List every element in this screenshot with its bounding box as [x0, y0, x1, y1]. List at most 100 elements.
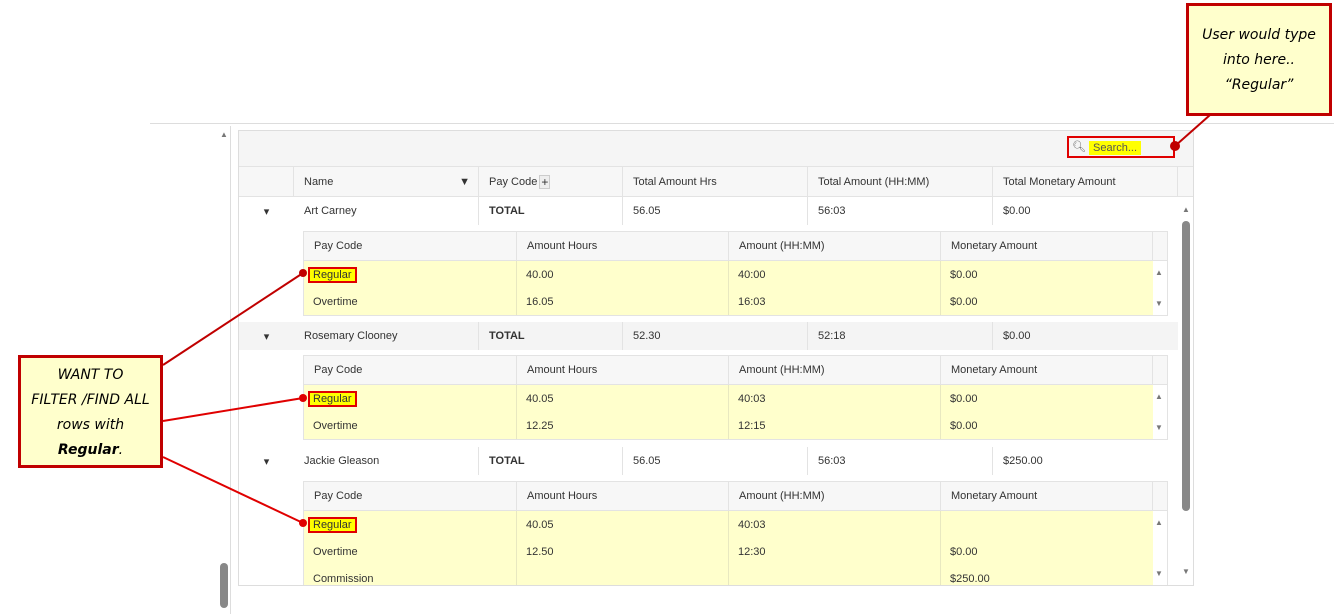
detail-column-header[interactable]: Amount Hours — [517, 232, 729, 260]
annotation-line — [162, 397, 304, 422]
detail-column-header[interactable]: Amount Hours — [517, 356, 729, 384]
note-line: into here.. — [1222, 52, 1296, 68]
note-line: . — [118, 442, 124, 458]
amount-hours-cell: 16.05 — [517, 288, 729, 315]
pay-code-cell: TOTAL — [479, 197, 623, 225]
amount-hours-cell: 12.50 — [517, 538, 729, 565]
monetary-cell: $250.00 — [950, 572, 990, 585]
annotation-dot — [299, 269, 307, 277]
detail-grid: Pay Code Amount Hours Amount (HH:MM) Moneta… — [303, 481, 1168, 585]
amount-hhmm-cell: 40:03 — [729, 385, 941, 412]
detail-column-header[interactable]: Monetary Amount — [941, 482, 1153, 510]
note-line: “Regular” — [1224, 77, 1294, 93]
collapse-icon[interactable]: ▾ — [263, 205, 270, 218]
amount-hours-cell — [517, 565, 729, 585]
amount-hours-cell: 40.00 — [517, 261, 729, 288]
pay-code-text: Commission — [313, 572, 374, 585]
total-monetary-cell: $250.00 — [1003, 455, 1043, 467]
detail-row[interactable]: Regular 40.05 40:03 — [304, 511, 1153, 538]
annotation-line — [1174, 114, 1211, 147]
pay-code-cell: Overtime — [304, 412, 517, 439]
monetary-cell: $0.00 — [950, 392, 978, 405]
header-row: Name ▼ Pay Code + Total Amount Hrs Total A… — [239, 167, 1193, 197]
grid-scrollbar[interactable]: ▲ ▼ — [1179, 197, 1193, 585]
column-header-name[interactable]: Name ▼ — [294, 167, 479, 196]
detail-row[interactable]: Regular 40.00 40:00 $0.00 — [304, 261, 1153, 288]
pay-code-cell: Regular — [304, 385, 517, 412]
detail-column-header[interactable]: Monetary Amount — [941, 232, 1153, 260]
detail-column-header[interactable]: Amount Hours — [517, 482, 729, 510]
scroll-up-icon[interactable]: ▲ — [1182, 205, 1190, 214]
column-label: Pay Code — [489, 175, 538, 188]
scroll-down-icon[interactable]: ▼ — [1182, 567, 1190, 576]
detail-row[interactable]: Overtime 12.50 12:30 $0.00 — [304, 538, 1153, 565]
annotation-dot — [299, 519, 307, 527]
detail-row[interactable]: Commission $250.00 — [304, 565, 1153, 585]
detail-column-header[interactable]: Monetary Amount — [941, 356, 1153, 384]
group-row[interactable]: ▾ Art Carney TOTAL 56.05 56:03 $0.00 — [239, 197, 1178, 225]
scroll-up-icon[interactable]: ▲ — [1155, 392, 1163, 401]
scroll-down-icon[interactable]: ▼ — [1155, 569, 1163, 578]
total-monetary-cell: $0.00 — [1003, 205, 1031, 217]
column-header-pay-code[interactable]: Pay Code + — [479, 167, 623, 196]
detail-row[interactable]: Overtime 16.05 16:03 $0.00 — [304, 288, 1153, 315]
expander-header — [239, 167, 294, 196]
scroll-thumb[interactable] — [1182, 221, 1190, 511]
detail-row[interactable]: Overtime 12.25 12:15 $0.00 — [304, 412, 1153, 439]
pay-code-cell: Regular — [304, 511, 517, 538]
collapse-icon[interactable]: ▾ — [263, 455, 270, 468]
scroll-up-icon[interactable]: ▲ — [1155, 518, 1163, 527]
column-label: Name — [304, 175, 334, 188]
name-cell: Art Carney — [294, 197, 479, 225]
group-row[interactable]: ▾ Rosemary Clooney TOTAL 52.30 52:18 $0.… — [239, 322, 1178, 350]
detail-column-header[interactable]: Pay Code — [304, 356, 517, 384]
amount-hours-cell: 40.05 — [517, 511, 729, 538]
collapse-icon[interactable]: ▾ — [263, 330, 270, 343]
monetary-cell: $0.00 — [950, 295, 978, 308]
filter-icon[interactable]: ▼ — [459, 175, 470, 188]
data-grid: 🔍︎ Search... Name ▼ Pay Code + Total Amoun… — [238, 130, 1194, 586]
monetary-cell: $0.00 — [950, 268, 978, 281]
pay-code-text: Overtime — [313, 295, 358, 308]
detail-column-header[interactable]: Amount (HH:MM) — [729, 232, 941, 260]
search-annotation-note: User would type into here.. “Regular” — [1186, 3, 1332, 116]
group-row[interactable]: ▾ Jackie Gleason TOTAL 56.05 56:03 $250.… — [239, 447, 1178, 475]
page-scrollbar[interactable]: ▲ — [218, 126, 231, 614]
annotation-dot — [299, 394, 307, 402]
monetary-cell: $0.00 — [950, 545, 978, 558]
detail-column-header[interactable]: Amount (HH:MM) — [729, 482, 941, 510]
scroll-up-icon[interactable]: ▲ — [1155, 268, 1163, 277]
amount-hhmm-cell: 12:15 — [729, 412, 941, 439]
note-line: WANT TO — [57, 367, 124, 383]
pay-code-cell: Commission — [304, 565, 517, 585]
pay-code-cell: Overtime — [304, 288, 517, 315]
highlighted-pay-code: Regular — [308, 266, 357, 283]
scroll-down-icon[interactable]: ▼ — [1155, 299, 1163, 308]
name-cell: Jackie Gleason — [294, 447, 479, 475]
monetary-cell: $0.00 — [950, 419, 978, 432]
plus-icon[interactable]: + — [539, 174, 551, 189]
detail-column-header[interactable]: Pay Code — [304, 232, 517, 260]
detail-row[interactable]: Regular 40.05 40:03 $0.00 — [304, 385, 1153, 412]
column-header-total-monetary[interactable]: Total Monetary Amount — [993, 167, 1178, 196]
column-header-total-hhmm[interactable]: Total Amount (HH:MM) — [808, 167, 993, 196]
detail-column-header[interactable]: Amount (HH:MM) — [729, 356, 941, 384]
detail-header-row: Pay Code Amount Hours Amount (HH:MM) Moneta… — [304, 482, 1167, 511]
pay-code-text: Overtime — [313, 419, 358, 432]
amount-hhmm-cell: 40:03 — [729, 511, 941, 538]
annotation-dot — [1170, 141, 1180, 151]
annotation-line — [162, 272, 304, 366]
detail-column-header[interactable]: Pay Code — [304, 482, 517, 510]
total-hrs-cell: 56.05 — [623, 447, 808, 475]
scroll-down-icon[interactable]: ▼ — [1155, 423, 1163, 432]
column-header-total-hrs[interactable]: Total Amount Hrs — [623, 167, 808, 196]
note-bold: Regular — [57, 442, 119, 458]
highlighted-pay-code: Regular — [308, 390, 357, 407]
scroll-up-icon[interactable]: ▲ — [220, 130, 228, 139]
pay-code-text: Overtime — [313, 545, 358, 558]
amount-hhmm-cell — [729, 565, 941, 585]
search-input[interactable]: 🔍︎ Search... — [1067, 136, 1175, 158]
filter-annotation-note: WANT TO FILTER /FIND ALL rows with Regul… — [18, 355, 163, 468]
scroll-thumb[interactable] — [220, 563, 228, 608]
